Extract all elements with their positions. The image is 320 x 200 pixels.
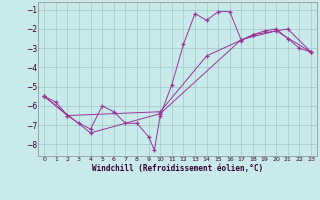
- X-axis label: Windchill (Refroidissement éolien,°C): Windchill (Refroidissement éolien,°C): [92, 164, 263, 173]
